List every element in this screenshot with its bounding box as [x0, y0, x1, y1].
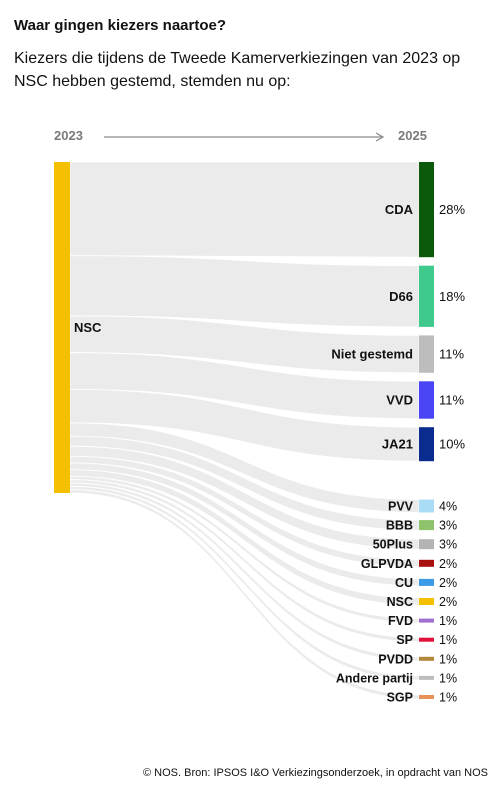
node-nsc-2025	[419, 598, 434, 605]
value-fvd: 1%	[439, 614, 457, 628]
value-d66: 18%	[439, 289, 465, 304]
label-nsc-2023: NSC	[74, 320, 102, 335]
value-sp: 1%	[439, 633, 457, 647]
value-glpvda: 2%	[439, 557, 457, 571]
sankey-chart: CDA 28% D66 18% Niet gestemd 11% VVD 11% JA21 10%…	[54, 132, 465, 705]
labels-group: CDA 28% D66 18% Niet gestemd 11% VVD 11% JA21 10%…	[74, 202, 465, 704]
label-pvv: PVV	[388, 500, 414, 514]
label-50plus: 50Plus	[373, 538, 413, 552]
year-2025-label: 2025	[398, 128, 427, 143]
year-2023-label: 2023	[54, 128, 83, 143]
label-andere-partij: Andere partij	[336, 671, 413, 685]
label-sgp: SGP	[387, 691, 413, 705]
node-nsc-2023	[54, 162, 70, 493]
node-50plus	[419, 539, 434, 550]
value-cu: 2%	[439, 576, 457, 590]
value-nsc-2025: 2%	[439, 595, 457, 609]
label-ja21: JA21	[382, 437, 413, 452]
label-d66: D66	[389, 289, 413, 304]
value-andere-partij: 1%	[439, 671, 457, 685]
value-cda: 28%	[439, 202, 465, 217]
value-50plus: 3%	[439, 538, 457, 552]
value-pvv: 4%	[439, 500, 457, 514]
label-nsc-2025: NSC	[387, 595, 413, 609]
label-bbb: BBB	[386, 519, 413, 533]
value-niet-gestemd: 11%	[439, 347, 464, 362]
node-fvd	[419, 618, 434, 623]
node-vvd	[419, 381, 434, 419]
label-vvd: VVD	[386, 393, 413, 408]
year-arrow	[104, 132, 385, 142]
value-vvd: 11%	[439, 393, 464, 408]
value-bbb: 3%	[439, 519, 457, 533]
node-cda	[419, 162, 434, 258]
label-cda: CDA	[385, 202, 414, 217]
value-ja21: 10%	[439, 437, 465, 452]
node-sgp	[419, 695, 434, 699]
node-pvdd	[419, 656, 434, 661]
flow-cda	[69, 161, 420, 258]
node-sp	[419, 637, 434, 642]
nodes-group	[54, 162, 434, 699]
label-sp: SP	[396, 633, 413, 647]
node-andere-partij	[419, 675, 434, 680]
node-d66	[419, 265, 434, 327]
node-ja21	[419, 427, 434, 462]
chart-subtitle: Kiezers die tijdens de Tweede Kamerverki…	[14, 50, 461, 90]
flow-vvd	[69, 352, 420, 420]
source-footer: © NOS. Bron: IPSOS I&O Verkiezingsonderz…	[143, 767, 488, 779]
node-cu	[419, 578, 434, 586]
label-cu: CU	[395, 576, 413, 590]
label-pvdd: PVDD	[378, 652, 413, 666]
value-pvdd: 1%	[439, 652, 457, 666]
chart-title: Waar gingen kiezers naartoe?	[14, 17, 227, 34]
flows-group	[69, 161, 420, 700]
value-sgp: 1%	[439, 691, 457, 705]
node-bbb	[419, 520, 434, 531]
node-pvv	[419, 499, 434, 513]
label-niet-gestemd: Niet gestemd	[331, 347, 413, 362]
node-niet-gestemd	[419, 335, 434, 373]
node-glpvda	[419, 559, 434, 567]
label-glpvda: GLPVDA	[361, 557, 413, 571]
label-fvd: FVD	[388, 614, 413, 628]
